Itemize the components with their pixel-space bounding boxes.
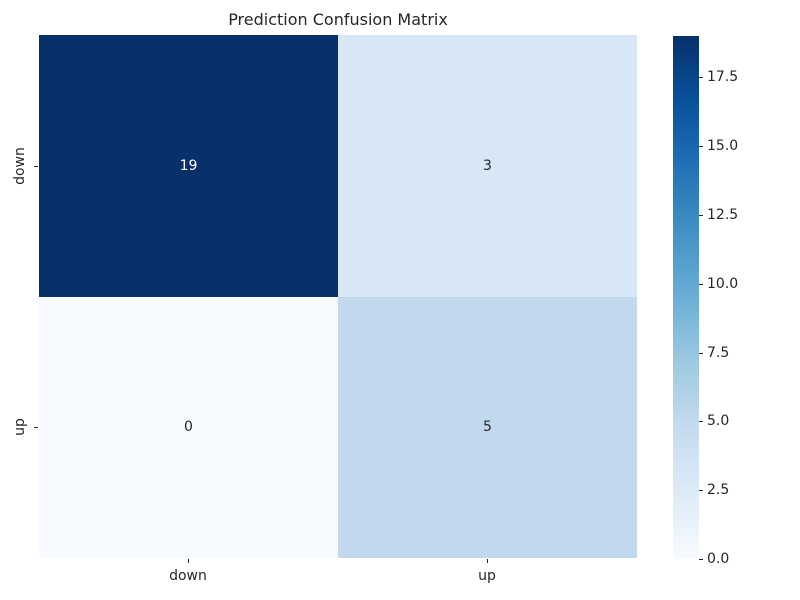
colorbar-tick-label: 7.5: [707, 344, 730, 361]
heatmap-cell-down-down: 19: [39, 35, 338, 297]
colorbar-tick-label: 5.0: [707, 413, 730, 430]
heatmap-cell-up-up: 5: [338, 296, 637, 558]
x-tick-mark-up: [487, 559, 488, 563]
colorbar-tick-mark: [699, 352, 703, 354]
colorbar-tick-mark: [699, 421, 703, 423]
colorbar-tick-label: 0.0: [707, 551, 730, 567]
colorbar-tick-mark: [699, 146, 703, 148]
colorbar-tick-mark: [699, 77, 703, 79]
colorbar-tick-label: 12.5: [707, 206, 739, 223]
colorbar-ticks: 0.0 2.5 5.0 7.5 10.0 12.5 15.0 17.5: [699, 36, 799, 567]
chart-title: Prediction Confusion Matrix: [228, 10, 448, 29]
heatmap-cell-down-up: 3: [338, 35, 637, 297]
x-tick-label-down: down: [169, 568, 207, 584]
colorbar-tick-label: 10.0: [707, 275, 739, 292]
y-tick-label-up: up: [12, 418, 28, 436]
colorbar-tick-label: 15.0: [707, 138, 739, 155]
colorbar-tick-label: 17.5: [707, 69, 739, 86]
heatmap-grid: 19 3 0 5: [39, 35, 637, 558]
heatmap-cell-up-down: 0: [39, 296, 338, 558]
y-tick-mark-up: [34, 427, 38, 428]
x-tick-mark-down: [188, 559, 189, 563]
colorbar-tick-mark: [699, 283, 703, 285]
y-tick-mark-down: [34, 166, 38, 167]
colorbar-tick-mark: [699, 490, 703, 492]
colorbar-tick-label: 2.5: [707, 482, 730, 499]
y-tick-label-down: down: [12, 147, 28, 185]
colorbar-tick-mark: [699, 214, 703, 216]
colorbar-tick-mark: [699, 559, 703, 560]
x-tick-label-up: up: [478, 568, 496, 584]
colorbar: [673, 36, 699, 559]
